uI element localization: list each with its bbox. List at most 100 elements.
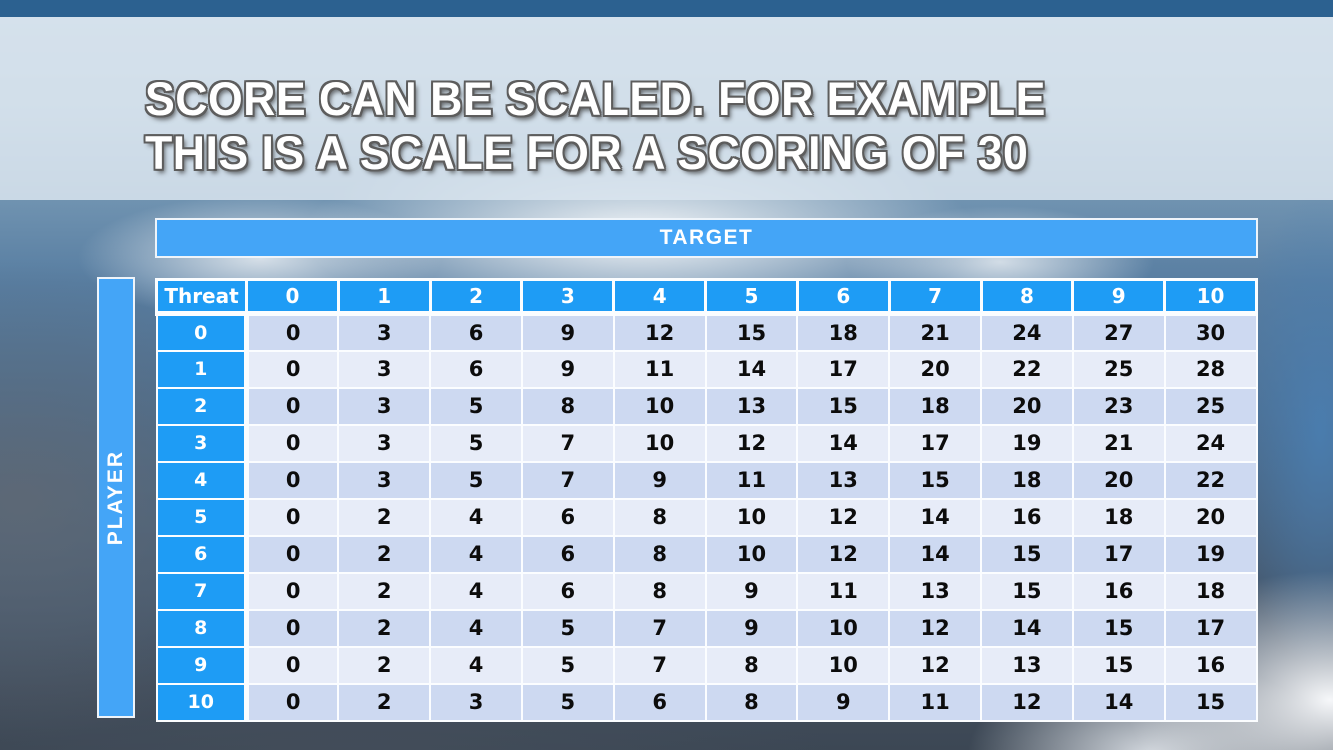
- cell-9-4: 7: [612, 645, 707, 685]
- col-header-4: 4: [612, 278, 708, 316]
- cell-4-10: 22: [1163, 460, 1258, 500]
- cell-5-7: 14: [888, 497, 982, 537]
- cell-7-8: 15: [980, 571, 1074, 611]
- cell-9-1: 2: [337, 645, 432, 685]
- row-header-2: 2: [155, 386, 249, 426]
- col-header-3: 3: [520, 278, 616, 316]
- cell-10-9: 14: [1071, 682, 1166, 722]
- cell-4-4: 9: [612, 460, 707, 500]
- cell-4-0: 0: [245, 460, 340, 500]
- cell-8-4: 7: [612, 608, 707, 648]
- cell-10-4: 6: [612, 682, 707, 722]
- cell-1-0: 0: [245, 349, 340, 389]
- cell-0-2: 6: [429, 312, 523, 352]
- cell-8-3: 5: [520, 608, 615, 648]
- cell-1-5: 14: [704, 349, 799, 389]
- cell-6-6: 12: [796, 534, 891, 574]
- col-header-10: 10: [1163, 278, 1258, 316]
- cell-1-4: 11: [612, 349, 707, 389]
- cell-0-6: 18: [796, 312, 891, 352]
- cell-2-10: 25: [1163, 386, 1258, 426]
- cell-10-6: 9: [796, 682, 891, 722]
- matrix-row-2: 2 0 3 5 8 10 13 15 18 20 23 25: [155, 386, 1258, 426]
- cell-2-2: 5: [429, 386, 523, 426]
- row-header-6: 6: [155, 534, 249, 574]
- cell-1-7: 20: [888, 349, 982, 389]
- cell-7-0: 0: [245, 571, 340, 611]
- cell-6-1: 2: [337, 534, 432, 574]
- cell-1-9: 25: [1071, 349, 1166, 389]
- cell-0-5: 15: [704, 312, 799, 352]
- cell-3-2: 5: [429, 423, 523, 463]
- cell-0-3: 9: [520, 312, 615, 352]
- top-accent-strip: [0, 0, 1333, 17]
- cell-10-10: 15: [1163, 682, 1258, 722]
- cell-8-8: 14: [980, 608, 1074, 648]
- cell-6-9: 17: [1071, 534, 1166, 574]
- cell-3-9: 21: [1071, 423, 1166, 463]
- cell-3-1: 3: [337, 423, 432, 463]
- matrix-row-0: 0 0 3 6 9 12 15 18 21 24 27 30: [155, 312, 1258, 352]
- cell-7-4: 8: [612, 571, 707, 611]
- cell-2-4: 10: [612, 386, 707, 426]
- row-header-3: 3: [155, 423, 249, 463]
- matrix-header-row: Threat 0 1 2 3 4 5 6 7 8 9 10: [155, 278, 1258, 316]
- cell-3-3: 7: [520, 423, 615, 463]
- cell-5-3: 6: [520, 497, 615, 537]
- cell-5-6: 12: [796, 497, 891, 537]
- matrix-row-5: 5 0 2 4 6 8 10 12 14 16 18 20: [155, 497, 1258, 537]
- cell-0-9: 27: [1071, 312, 1166, 352]
- cell-9-3: 5: [520, 645, 615, 685]
- cell-0-1: 3: [337, 312, 432, 352]
- score-matrix-table: Threat 0 1 2 3 4 5 6 7 8 9 10 0 0 3 6 9 12 15 18 21 24 27 30 1…: [155, 278, 1258, 722]
- cell-3-4: 10: [612, 423, 707, 463]
- cell-2-3: 8: [520, 386, 615, 426]
- cell-2-1: 3: [337, 386, 432, 426]
- row-header-9: 9: [155, 645, 249, 685]
- cell-8-10: 17: [1163, 608, 1258, 648]
- slide-title: SCORE CAN BE SCALED. FOR EXAMPLE THIS IS…: [145, 72, 1046, 180]
- cell-8-0: 0: [245, 608, 340, 648]
- cell-5-10: 20: [1163, 497, 1258, 537]
- row-header-0: 0: [155, 312, 249, 352]
- cell-9-10: 16: [1163, 645, 1258, 685]
- target-axis-label: TARGET: [155, 218, 1258, 258]
- cell-10-1: 2: [337, 682, 432, 722]
- cell-5-2: 4: [429, 497, 523, 537]
- cell-8-5: 9: [704, 608, 799, 648]
- cell-0-8: 24: [980, 312, 1074, 352]
- col-header-0: 0: [245, 278, 340, 316]
- cell-1-3: 9: [520, 349, 615, 389]
- cell-0-0: 0: [245, 312, 340, 352]
- cell-6-10: 19: [1163, 534, 1258, 574]
- cell-0-7: 21: [888, 312, 982, 352]
- cell-5-4: 8: [612, 497, 707, 537]
- cell-1-2: 6: [429, 349, 523, 389]
- cell-10-5: 8: [704, 682, 799, 722]
- matrix-body: 0 0 3 6 9 12 15 18 21 24 27 30 1 0 3 6 9 11 14 17 20 22 25 28 2 0…: [155, 312, 1258, 722]
- cell-7-9: 16: [1071, 571, 1166, 611]
- cell-9-5: 8: [704, 645, 799, 685]
- col-header-9: 9: [1071, 278, 1167, 316]
- row-header-4: 4: [155, 460, 249, 500]
- cell-9-8: 13: [980, 645, 1074, 685]
- col-header-7: 7: [887, 278, 983, 316]
- cell-1-6: 17: [796, 349, 891, 389]
- matrix-row-8: 8 0 2 4 5 7 9 10 12 14 15 17: [155, 608, 1258, 648]
- cell-5-5: 10: [704, 497, 799, 537]
- cell-8-2: 4: [429, 608, 523, 648]
- cell-7-5: 9: [704, 571, 799, 611]
- cell-10-7: 11: [888, 682, 982, 722]
- cell-6-8: 15: [980, 534, 1074, 574]
- cell-7-10: 18: [1163, 571, 1258, 611]
- matrix-row-9: 9 0 2 4 5 7 8 10 12 13 15 16: [155, 645, 1258, 685]
- cell-7-3: 6: [520, 571, 615, 611]
- matrix-row-1: 1 0 3 6 9 11 14 17 20 22 25 28: [155, 349, 1258, 389]
- cell-5-8: 16: [980, 497, 1074, 537]
- cell-8-9: 15: [1071, 608, 1166, 648]
- title-banner: SCORE CAN BE SCALED. FOR EXAMPLE THIS IS…: [0, 17, 1333, 200]
- cell-0-10: 30: [1163, 312, 1258, 352]
- player-axis-label: PLAYER: [97, 277, 135, 718]
- cell-3-7: 17: [888, 423, 982, 463]
